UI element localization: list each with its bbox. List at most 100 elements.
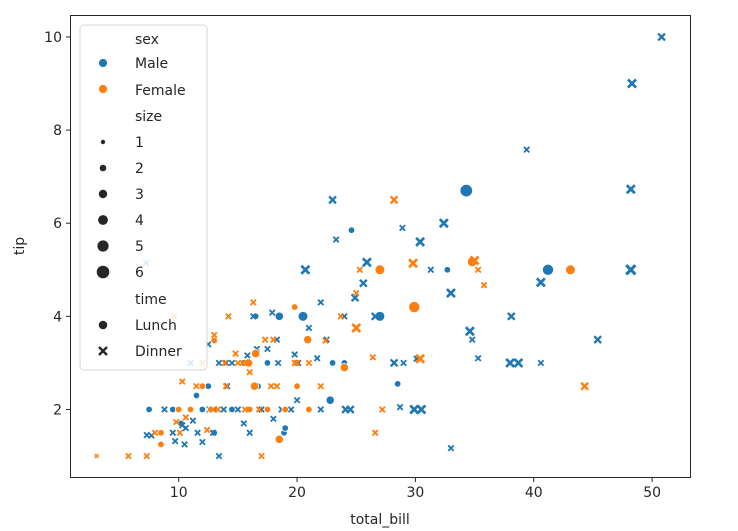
legend-size-1-label: 1: [135, 135, 144, 151]
point-female-lunch: [339, 362, 350, 373]
point-female-dinner: [214, 406, 222, 413]
point-male-dinner: [178, 421, 186, 429]
legend-size-2-label: 2: [135, 161, 144, 177]
point-male-lunch: [198, 405, 207, 414]
point-male-dinner: [264, 345, 271, 353]
point-male-dinner: [332, 236, 340, 243]
point-male-dinner: [240, 420, 248, 427]
legend-size-1-marker: [100, 139, 106, 145]
point-female-lunch: [565, 264, 576, 276]
legend-size-2-marker: [99, 164, 107, 172]
axes-frame: [70, 15, 691, 478]
legend-size-5-label: 5: [135, 239, 144, 255]
legend: sex Male Female size 1 2 3 4 5 6 time Lu…: [79, 24, 208, 371]
point-male-dinner: [244, 352, 251, 359]
point-male-dinner: [305, 324, 313, 332]
legend-size-3-marker: [98, 189, 108, 199]
point-female-dinner: [351, 323, 362, 333]
point-male-lunch: [274, 311, 284, 321]
point-male-lunch: [443, 266, 452, 274]
point-male-lunch: [541, 263, 554, 276]
point-male-dinner: [181, 441, 188, 448]
point-male-dinner: [399, 224, 406, 232]
point-male-dinner: [228, 359, 236, 367]
point-male-dinner: [627, 78, 637, 89]
point-female-dinner: [580, 381, 589, 391]
point-female-lunch: [198, 382, 207, 390]
legend-lunch-marker: [98, 320, 108, 330]
point-female-dinner: [270, 336, 277, 343]
y-tick-label: 8: [53, 123, 62, 139]
point-male-dinner: [249, 313, 257, 320]
point-female-dinner: [337, 313, 345, 320]
point-female-dinner: [176, 429, 184, 437]
legend-hue-title: sex: [135, 32, 159, 48]
point-female-dinner: [371, 429, 379, 437]
point-male-dinner: [209, 429, 217, 437]
x-tick-label: 50: [643, 485, 661, 501]
point-female-dinner: [94, 453, 100, 459]
point-male-dinner: [161, 406, 168, 413]
point-female-dinner: [356, 266, 364, 274]
point-female-dinner: [249, 299, 257, 306]
point-male-lunch: [192, 391, 201, 400]
point-female-lunch: [249, 381, 260, 391]
legend-size-title: size: [135, 109, 162, 125]
point-female-dinner: [480, 281, 488, 289]
point-female-dinner: [222, 382, 230, 390]
point-male-dinner: [313, 354, 321, 362]
point-male-dinner: [389, 358, 399, 368]
point-male-dinner: [234, 406, 242, 413]
point-male-dinner: [199, 438, 206, 446]
point-male-dinner: [220, 406, 228, 413]
x-tick-label: 40: [525, 485, 543, 501]
point-female-lunch: [186, 405, 195, 414]
point-female-dinner: [210, 331, 218, 339]
point-male-dinner: [268, 309, 276, 316]
point-male-dinner: [445, 288, 456, 299]
point-female-dinner: [258, 452, 265, 460]
point-male-dinner: [523, 146, 531, 153]
legend-size-5-marker: [97, 240, 109, 252]
point-male-dinner: [625, 184, 636, 195]
point-male-dinner: [293, 396, 301, 404]
point-female-lunch: [246, 405, 254, 414]
point-female-dinner: [225, 313, 232, 320]
point-male-dinner: [370, 312, 380, 321]
point-female-lunch: [263, 405, 272, 414]
point-male-lunch: [393, 380, 402, 388]
point-male-dinner: [291, 351, 299, 358]
point-male-dinner: [215, 359, 223, 367]
point-male-lunch: [145, 405, 153, 414]
point-male-dinner: [468, 336, 476, 343]
point-male-dinner: [535, 277, 546, 288]
legend-female-marker: [98, 84, 108, 94]
legend-size-3-label: 3: [135, 187, 144, 203]
point-male-dinner: [300, 264, 311, 275]
point-female-dinner: [469, 255, 480, 266]
point-female-lunch: [274, 434, 284, 444]
point-male-dinner: [513, 357, 524, 368]
point-male-dinner: [447, 444, 455, 452]
point-male-dinner: [474, 354, 482, 362]
legend-male-label: Male: [135, 56, 168, 72]
point-female-dinner: [232, 350, 239, 357]
y-axis-label: tip: [12, 237, 28, 255]
point-male-dinner: [246, 429, 254, 437]
y-tick-label: 6: [53, 216, 62, 232]
point-male-lunch: [228, 405, 236, 414]
point-male-dinner: [409, 404, 420, 415]
y-tick-label: 2: [53, 402, 62, 418]
point-male-lunch: [347, 226, 356, 234]
legend-size-6-label: 6: [135, 265, 144, 281]
x-tick-label: 20: [288, 485, 306, 501]
point-male-dinner: [359, 279, 368, 288]
points-layer: [94, 32, 666, 460]
point-female-dinner: [193, 382, 200, 390]
legend-female-label: Female: [135, 83, 186, 99]
point-female-dinner: [151, 429, 159, 437]
point-male-dinner: [317, 406, 325, 413]
point-male-dinner: [415, 236, 426, 247]
point-female-dinner: [293, 359, 301, 367]
legend-box: [79, 24, 208, 371]
